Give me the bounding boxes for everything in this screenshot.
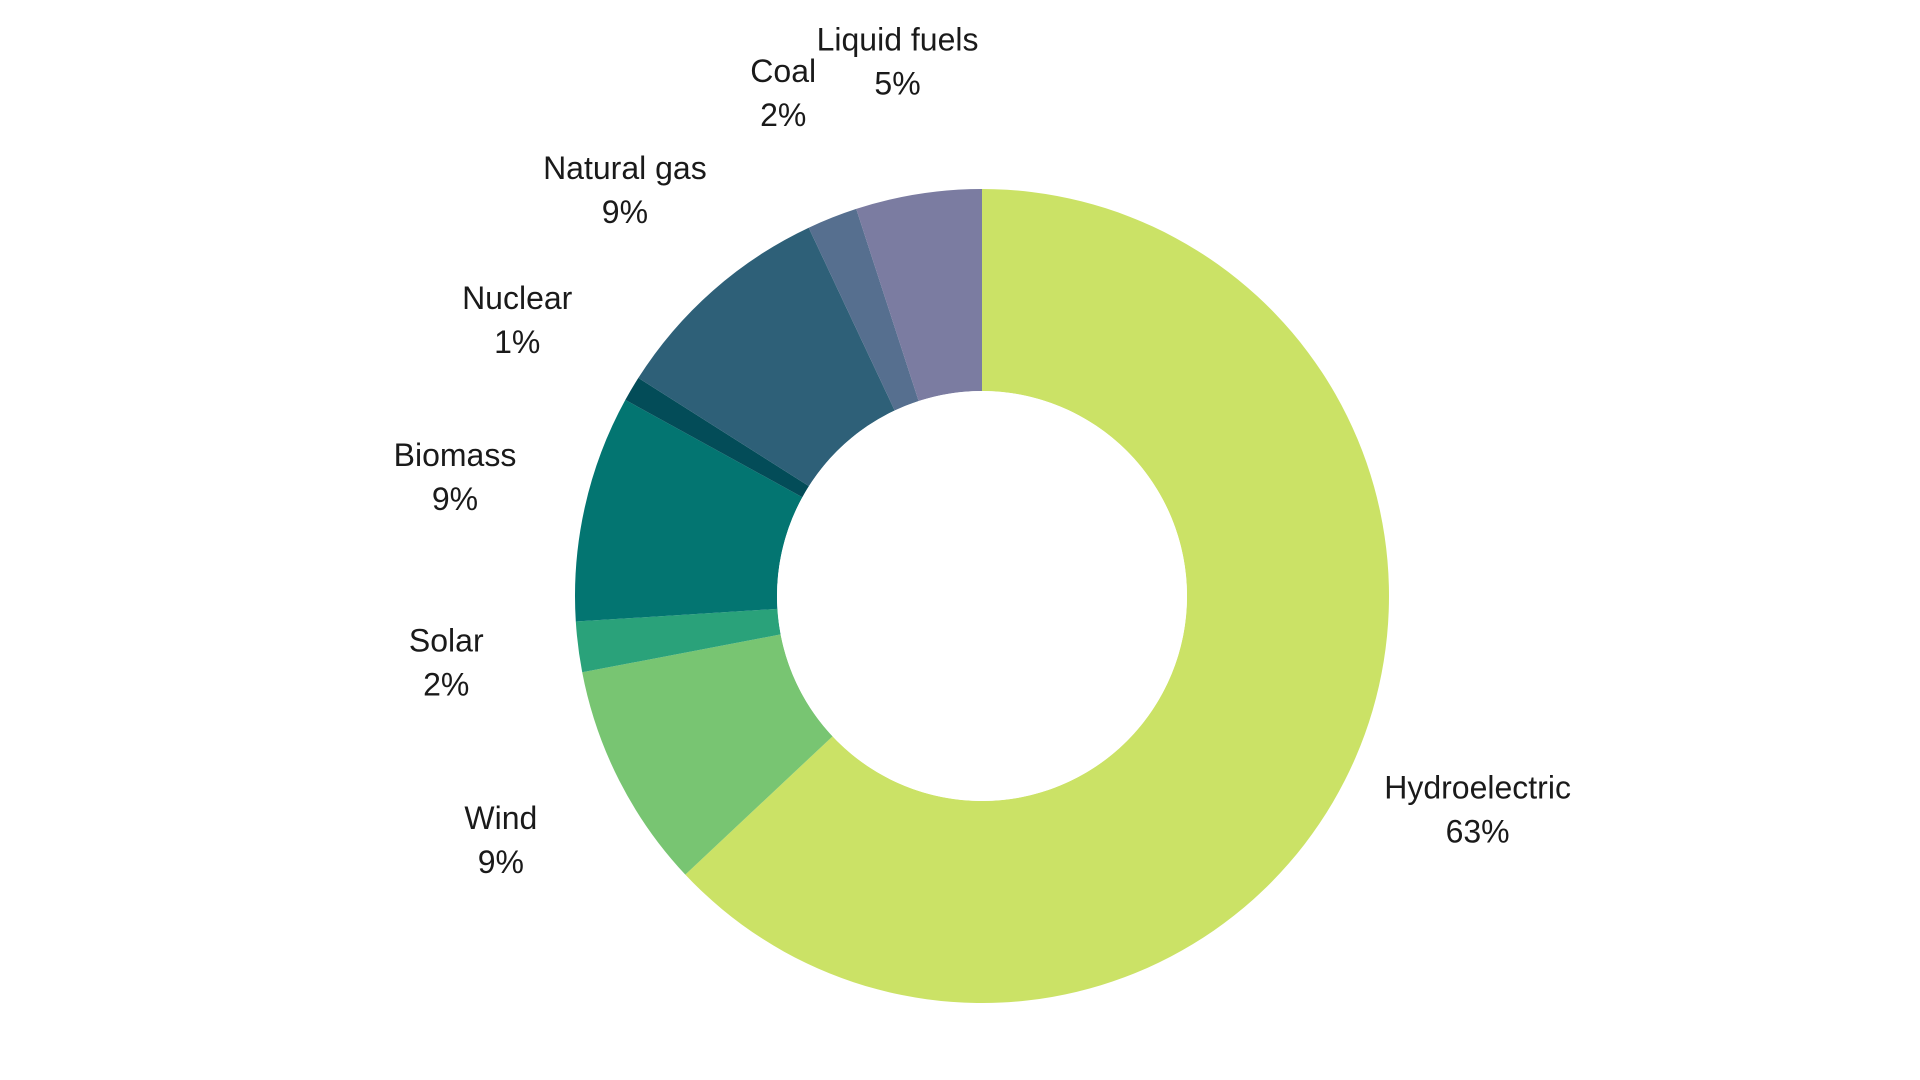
data-label-category: Wind [464,800,537,836]
data-label-natural-gas: Natural gas 9% [543,150,707,230]
data-label-value: 9% [432,481,478,517]
data-label-value: 9% [478,844,524,880]
slice-nuclear [625,377,809,498]
data-label-value: 1% [494,324,540,360]
slice-solar [575,608,781,673]
labels-group: Hydroelectric 63% Wind 9% Solar 2% Biomass 9% Nu… [394,22,1571,881]
data-label-biomass: Biomass 9% [394,437,517,517]
data-label-category: Liquid fuels [817,22,979,58]
data-label-category: Natural gas [543,150,707,186]
data-label-coal: Coal 2% [750,53,816,133]
data-label-category: Nuclear [462,280,573,316]
data-label-value: 2% [423,667,469,703]
data-label-hydroelectric: Hydroelectric 63% [1384,769,1571,849]
slice-coal [808,208,919,411]
data-label-value: 2% [760,97,806,133]
data-label-category: Solar [409,623,484,659]
slices-group [575,189,1389,1004]
slice-natural-gas [638,227,895,487]
data-label-nuclear: Nuclear 1% [462,280,573,360]
donut-hole [777,391,1187,801]
data-label-liquid-fuels: Liquid fuels 5% [817,22,979,102]
data-label-category: Coal [750,53,816,89]
slice-wind [582,634,833,875]
data-label-solar: Solar 2% [409,623,484,703]
slice-hydroelectric [685,189,1389,1004]
data-label-value: 9% [602,194,648,230]
data-label-value: 63% [1446,813,1510,849]
slice-biomass [575,399,803,622]
data-label-value: 5% [874,66,920,102]
slice-liquid-fuels [856,189,982,402]
data-label-wind: Wind 9% [464,800,537,880]
data-label-category: Biomass [394,437,517,473]
data-label-category: Hydroelectric [1384,769,1571,805]
